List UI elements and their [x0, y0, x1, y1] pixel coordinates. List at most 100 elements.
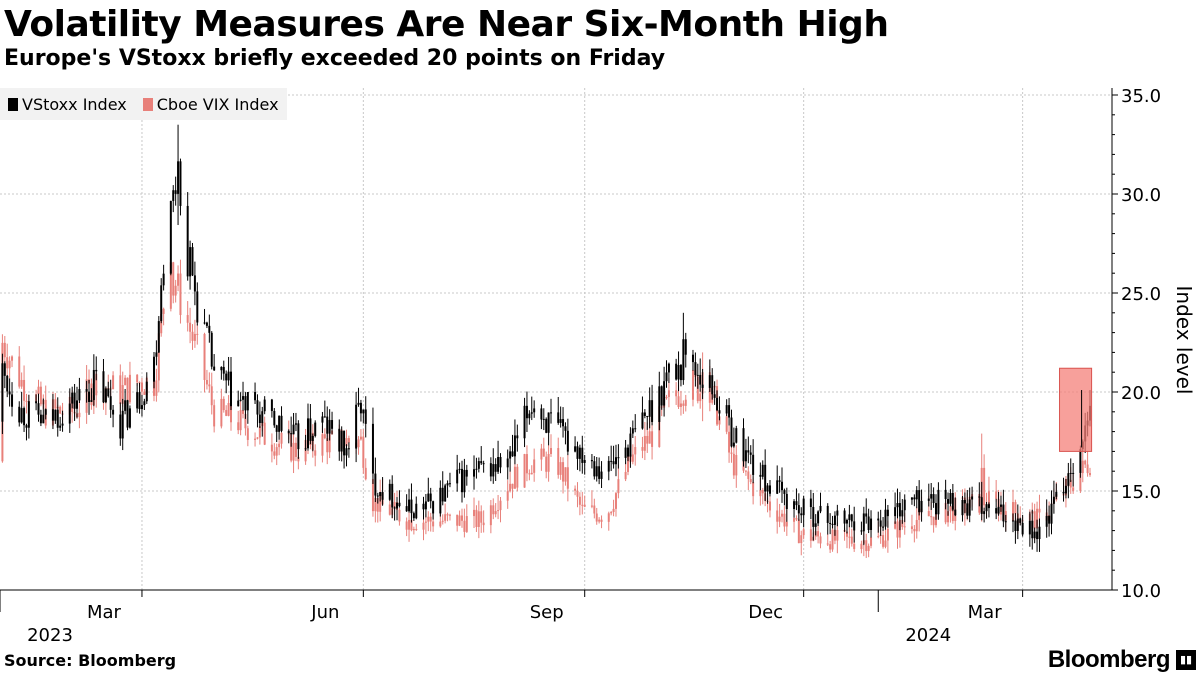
candle-body — [258, 426, 261, 438]
candle-body — [328, 433, 331, 453]
legend-item-vix[interactable]: Cboe VIX Index — [142, 95, 279, 114]
candle-body — [193, 275, 196, 292]
candle-body — [376, 495, 379, 497]
candle-body — [716, 397, 719, 411]
candle-body — [1036, 531, 1039, 540]
candle-body — [542, 418, 545, 420]
candle-body — [398, 509, 401, 522]
candle-body — [927, 498, 930, 501]
candle-body — [598, 519, 601, 522]
candle-body — [244, 413, 247, 429]
candle-body — [966, 503, 969, 516]
candle-body — [513, 435, 516, 457]
axes: 10.0 15.0 20.0 25.0 30.0 35.0 Index level Mar Ju… — [0, 86, 1196, 646]
candle-body — [95, 373, 98, 396]
candle-body — [374, 497, 377, 512]
candle-body — [208, 325, 211, 333]
candle-body — [708, 375, 711, 388]
candle-body — [985, 504, 988, 512]
candle-body — [667, 390, 670, 397]
candle-body — [867, 516, 870, 530]
candle-body — [56, 409, 59, 428]
candle-body — [186, 315, 189, 323]
candle-body — [542, 448, 545, 457]
candle-body — [1048, 515, 1051, 524]
candle-body — [797, 519, 800, 544]
candle-body — [196, 291, 199, 323]
candle-body — [901, 510, 904, 517]
candle-body — [999, 504, 1002, 507]
candle-body — [54, 409, 57, 421]
candle-body — [54, 399, 57, 409]
x-tick-label: Jun — [310, 602, 339, 623]
candle-body — [489, 463, 492, 477]
candle-body — [812, 507, 815, 527]
legend-item-vstoxx[interactable]: VStoxx Index — [8, 95, 127, 114]
candle-body — [646, 415, 649, 417]
candle-body — [1072, 487, 1075, 491]
candle-body — [422, 503, 425, 510]
candle-body — [439, 521, 442, 527]
candle-body — [444, 485, 447, 502]
candle-body — [826, 505, 829, 523]
candle-body — [497, 510, 500, 512]
candle-body — [682, 403, 685, 406]
candle-body — [930, 494, 933, 499]
candle-body — [321, 434, 324, 456]
candle-body — [776, 480, 779, 494]
candle-body — [831, 523, 834, 525]
candle-body — [278, 443, 281, 448]
candle-body — [793, 501, 796, 510]
candle-body — [357, 402, 360, 405]
candle-body — [677, 365, 680, 380]
candle-body — [456, 514, 459, 526]
candle-body — [473, 509, 476, 517]
candle-body — [73, 392, 76, 409]
y-axis-title: Index level — [1172, 286, 1196, 395]
candle-body — [795, 518, 798, 520]
candle-body — [699, 393, 702, 402]
candle-body — [903, 499, 906, 511]
candle-body — [499, 500, 502, 511]
candle-body — [509, 451, 512, 459]
candle-body — [562, 419, 565, 427]
candle-body — [1055, 491, 1058, 497]
candle-body — [829, 544, 832, 550]
candle-body — [696, 376, 699, 402]
candle-body — [954, 509, 957, 516]
candle-body — [963, 499, 966, 504]
candle-body — [997, 506, 1000, 514]
candle-body — [915, 519, 918, 532]
candle-body — [1016, 518, 1019, 531]
candle-body — [242, 396, 245, 400]
candle-body — [800, 513, 803, 516]
candle-body — [983, 467, 986, 506]
candle-body — [460, 468, 463, 493]
candle-body — [136, 392, 139, 409]
candle-body — [550, 448, 553, 454]
candle-body — [112, 409, 115, 415]
candle-body — [583, 460, 586, 463]
candle-body — [961, 499, 964, 516]
candle-body — [246, 428, 249, 440]
candle-body — [627, 447, 630, 457]
candle-body — [511, 483, 514, 489]
candle-body — [701, 384, 704, 388]
candle-body — [578, 447, 581, 459]
candle-body — [793, 518, 796, 522]
candle-body — [951, 492, 954, 510]
candle-body — [446, 483, 449, 486]
candle-body — [764, 464, 767, 492]
candle-body — [910, 497, 913, 500]
candle-body — [424, 521, 427, 523]
candle-body — [947, 499, 950, 504]
candle-body — [747, 450, 750, 453]
candle-body — [321, 416, 324, 423]
candle-body — [761, 464, 764, 477]
candle-body — [210, 332, 213, 367]
candle-body — [749, 478, 752, 483]
candle-body — [174, 285, 177, 296]
candle-body — [713, 394, 716, 398]
candle-body — [473, 469, 476, 477]
candle-body — [1052, 496, 1055, 504]
